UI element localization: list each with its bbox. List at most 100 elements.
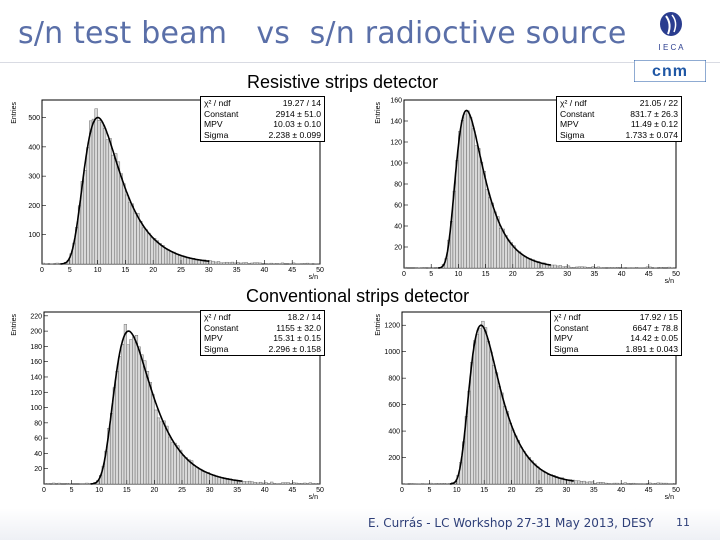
histogram-bar bbox=[57, 482, 61, 485]
histogram-bar bbox=[492, 365, 496, 485]
histogram-bar bbox=[264, 482, 268, 485]
histogram-bar bbox=[303, 482, 307, 485]
histogram-bar bbox=[626, 483, 630, 485]
x-axis-label: s/n bbox=[309, 494, 318, 501]
fit-stat-row: Sigma 1.891 ± 0.043 bbox=[554, 344, 678, 355]
x-tick-label: 35 bbox=[233, 267, 241, 274]
y-tick-label: 200 bbox=[388, 455, 400, 462]
histogram-bar bbox=[550, 264, 554, 269]
histogram-bar bbox=[572, 267, 576, 269]
histogram-bar bbox=[236, 262, 240, 265]
histogram-bar bbox=[297, 483, 301, 485]
histogram-bar bbox=[181, 455, 185, 485]
y-tick-label: 140 bbox=[390, 119, 402, 126]
histogram-bar bbox=[259, 481, 263, 485]
histogram-bar bbox=[561, 266, 565, 269]
histogram-bar bbox=[471, 128, 475, 269]
histogram-bar bbox=[591, 266, 595, 269]
histogram-bar bbox=[518, 251, 522, 269]
fit-stat-value: 15.31 ± 0.15 bbox=[273, 333, 321, 343]
histogram-bar bbox=[46, 483, 50, 485]
footer-text: E. Currás - LC Workshop 27-31 May 2013, … bbox=[368, 516, 654, 530]
fit-stat-row: MPV 14.42 ± 0.05 bbox=[554, 333, 678, 344]
fit-stat-row: Sigma 1.733 ± 0.074 bbox=[560, 130, 678, 141]
histogram-bar bbox=[494, 372, 499, 485]
fit-stat-row: χ² / ndf 18.2 / 14 bbox=[204, 312, 321, 323]
histogram-bar bbox=[602, 267, 606, 269]
fit-stat-value: 17.92 / 15 bbox=[639, 312, 678, 322]
histogram-bar bbox=[596, 266, 601, 269]
histogram-bar bbox=[612, 482, 616, 485]
fit-stat-value: 1.891 ± 0.043 bbox=[625, 343, 678, 354]
histogram-bar bbox=[585, 481, 589, 485]
x-axis-label: s/n bbox=[665, 494, 674, 501]
histogram-bar bbox=[176, 445, 180, 485]
histogram-bar bbox=[197, 260, 201, 265]
fit-stats-box: χ² / ndf 19.27 / 14 Constant 2914 ± 51.0 MPV… bbox=[200, 96, 325, 142]
histogram-bar bbox=[192, 465, 196, 485]
y-axis-label: Entries bbox=[375, 314, 382, 336]
histogram-bar bbox=[139, 221, 143, 265]
x-tick-label: 5 bbox=[70, 487, 74, 494]
x-tick-label: 20 bbox=[149, 267, 157, 274]
histogram-bar bbox=[463, 113, 467, 269]
histogram-bar bbox=[159, 421, 163, 485]
fit-curve bbox=[438, 109, 551, 269]
histogram-bar bbox=[198, 468, 202, 485]
histogram-bar bbox=[118, 356, 122, 485]
fit-stat-label: Constant bbox=[554, 322, 589, 333]
histogram-bar bbox=[132, 336, 136, 485]
histogram-bar bbox=[256, 482, 260, 485]
histogram-bar bbox=[503, 406, 507, 485]
histogram-bar bbox=[203, 471, 208, 485]
histogram-bar bbox=[582, 480, 586, 485]
histogram-bar bbox=[311, 483, 315, 485]
y-tick-label: 20 bbox=[394, 245, 402, 252]
histogram-bar bbox=[141, 227, 146, 265]
histogram-bar bbox=[590, 481, 594, 485]
histogram-bar bbox=[498, 227, 503, 269]
fit-stat-value: 10.03 ± 0.10 bbox=[273, 119, 321, 129]
x-tick-label: 25 bbox=[536, 271, 544, 278]
fit-stat-label: MPV bbox=[554, 333, 573, 343]
histogram-bar bbox=[470, 361, 474, 485]
histogram-bar bbox=[527, 457, 531, 485]
y-tick-label: 160 bbox=[30, 359, 42, 366]
histogram-bar bbox=[165, 425, 169, 485]
histogram-bar bbox=[558, 265, 562, 269]
y-tick-label: 60 bbox=[34, 436, 42, 443]
histogram-resistive-test-beam: 0 5 10 15 20 25 30 35 40 45 50 100 200 300 400 500 s/n En… bbox=[6, 94, 326, 280]
x-tick-label: 20 bbox=[509, 271, 517, 278]
histogram-bar bbox=[588, 481, 592, 485]
x-tick-label: 45 bbox=[645, 487, 653, 494]
histogram-bar bbox=[556, 265, 560, 269]
x-tick-label: 50 bbox=[672, 487, 680, 494]
fit-stat-row: Sigma 2.238 ± 0.099 bbox=[204, 130, 321, 141]
fit-stat-row: Constant 831.7 ± 26.3 bbox=[560, 109, 678, 120]
histogram-bar bbox=[580, 266, 584, 269]
fit-stat-value: 831.7 ± 26.3 bbox=[630, 108, 678, 119]
y-tick-label: 40 bbox=[34, 451, 42, 458]
fit-stat-label: Constant bbox=[204, 108, 239, 119]
histogram-conventional-test-beam: 0 5 10 15 20 25 30 35 40 45 50 20 40 60 80 100 120 140 160… bbox=[6, 306, 326, 502]
x-tick-label: 0 bbox=[42, 487, 46, 494]
histogram-bar bbox=[130, 203, 134, 265]
histogram-bar bbox=[511, 429, 515, 485]
histogram-bar bbox=[497, 386, 501, 485]
histogram-bar bbox=[577, 266, 582, 269]
y-tick-label: 200 bbox=[30, 329, 42, 336]
fit-stat-label: Sigma bbox=[554, 343, 579, 354]
histogram-bar bbox=[564, 266, 568, 269]
histogram-bar bbox=[508, 422, 512, 485]
fit-stat-value: 2914 ± 51.0 bbox=[275, 108, 321, 119]
histogram-bar bbox=[566, 265, 571, 269]
histogram-bar bbox=[500, 392, 504, 485]
histogram-bar bbox=[162, 420, 166, 485]
y-tick-label: 100 bbox=[390, 161, 402, 168]
histogram-bar bbox=[100, 122, 104, 265]
x-tick-label: 0 bbox=[400, 487, 404, 494]
histogram-bar bbox=[158, 243, 162, 265]
fit-stat-value: 1.733 ± 0.074 bbox=[625, 129, 678, 140]
y-tick-label: 220 bbox=[30, 313, 42, 320]
histogram-bar bbox=[473, 340, 477, 485]
